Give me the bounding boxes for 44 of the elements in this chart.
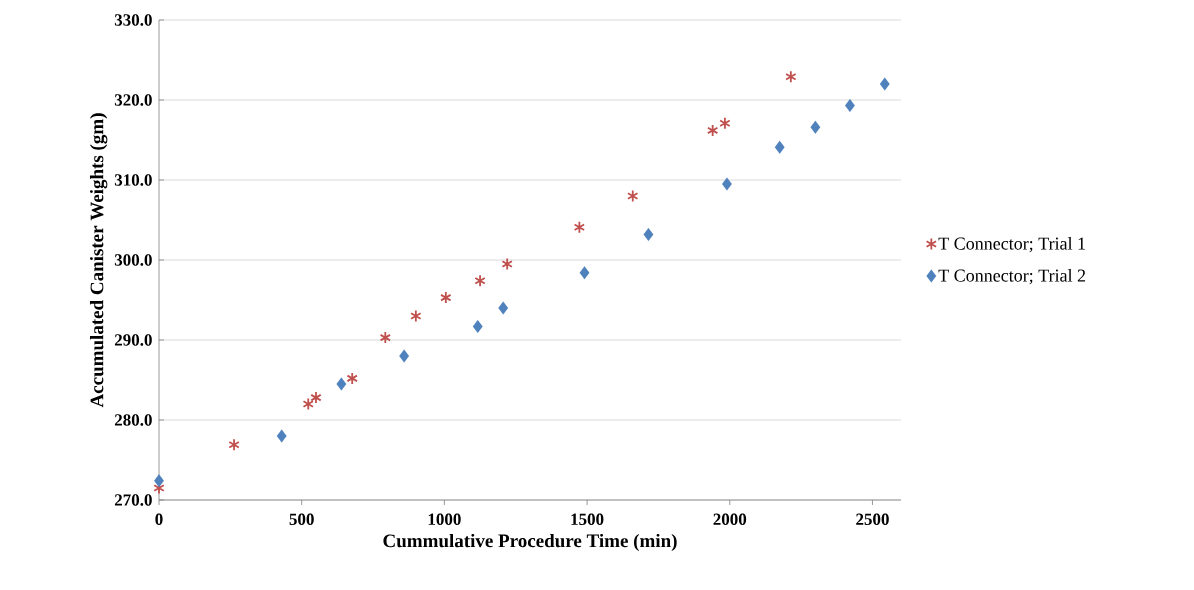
legend-label: T Connector; Trial 2 <box>938 268 1086 285</box>
y-tick-label: 300.0 <box>114 254 152 266</box>
point <box>844 99 855 113</box>
y-tick-label: 310.0 <box>114 174 152 186</box>
point <box>879 77 890 91</box>
point <box>440 291 452 304</box>
point <box>228 438 240 452</box>
x-tick-label: 500 <box>289 513 314 526</box>
point <box>410 309 422 323</box>
point <box>643 227 654 241</box>
point <box>346 372 358 385</box>
x-tick-label: 1000 <box>428 513 461 526</box>
point <box>579 266 590 280</box>
y-tick-label: 320.0 <box>114 94 152 106</box>
point <box>399 349 410 363</box>
legend-label: T Connector; Trial 1 <box>938 237 1085 253</box>
y-tick-label: 280.0 <box>114 414 152 426</box>
x-axis-title: Cummulative Procedure Time (min) <box>383 533 677 552</box>
point <box>774 140 785 154</box>
point <box>785 70 797 84</box>
point <box>474 274 486 288</box>
point <box>472 319 483 333</box>
point <box>627 189 639 203</box>
point <box>498 301 509 315</box>
point <box>573 220 586 234</box>
point <box>810 120 821 134</box>
point <box>302 397 314 411</box>
point <box>719 116 731 130</box>
y-tick-label: 290.0 <box>114 334 152 346</box>
y-tick-label: 270.0 <box>114 494 152 506</box>
y-tick-label: 330.0 <box>114 14 152 26</box>
x-tick-label: 2000 <box>713 513 747 526</box>
point <box>276 429 287 443</box>
point <box>154 474 164 488</box>
x-tick-label: 1500 <box>571 513 604 526</box>
point <box>310 391 322 404</box>
x-tick-label: 2500 <box>856 513 889 526</box>
point <box>706 124 719 137</box>
point <box>721 177 732 191</box>
point <box>336 377 347 391</box>
point <box>379 331 391 344</box>
x-tick-label: 0 <box>155 513 163 526</box>
point <box>501 257 513 271</box>
y-axis-title: Accumulated Canister Weights (gm) <box>89 113 108 408</box>
